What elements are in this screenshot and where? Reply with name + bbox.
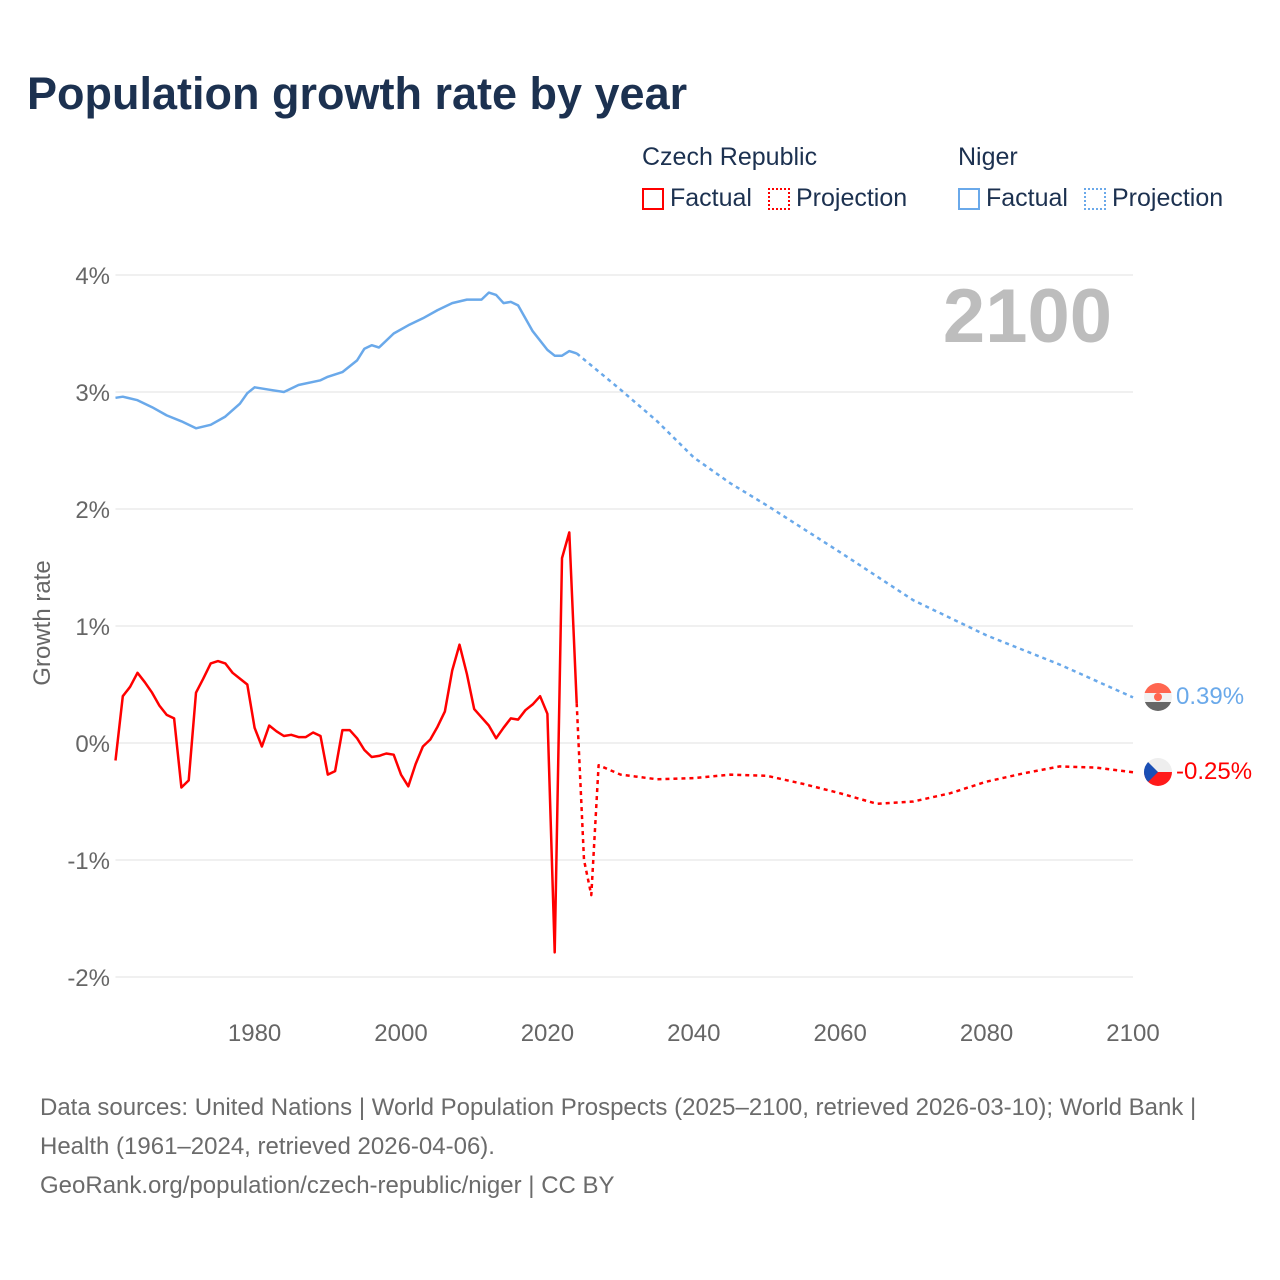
series-line-czech-republic-factual <box>114 531 578 954</box>
y-tick-label: 3% <box>75 380 110 407</box>
y-tick-label: 0% <box>75 731 110 758</box>
x-tick-label: 2020 <box>521 1020 574 1047</box>
x-tick-label: 1980 <box>228 1020 281 1047</box>
x-tick-label: 2080 <box>960 1020 1013 1047</box>
series-line-niger-factual <box>115 291 578 430</box>
x-tick-label: 2000 <box>374 1020 427 1047</box>
legend-czech-projection[interactable]: Projection <box>767 184 908 213</box>
czech-flag-icon <box>1144 758 1172 786</box>
dotted-swatch-icon <box>1083 187 1106 210</box>
legend-niger-projection[interactable]: Projection <box>1083 184 1224 213</box>
y-tick-label: -1% <box>67 848 110 875</box>
y-tick-label: -2% <box>67 965 110 992</box>
y-axis-label: Growth rate <box>29 560 56 685</box>
dotted-swatch-icon <box>767 187 790 210</box>
y-tick-label: 2% <box>75 497 110 524</box>
footer: Data sources: United Nations | World Pop… <box>40 1088 1240 1205</box>
legend-group-title: Czech Republic <box>642 143 818 171</box>
y-tick-label: 4% <box>75 263 110 290</box>
x-tick-label: 2100 <box>1106 1020 1159 1047</box>
year-watermark: 2100 <box>943 274 1112 359</box>
legend-niger-factual[interactable]: Factual <box>958 184 1068 213</box>
legend-czech-republic: Czech Republic Factual Projection <box>642 143 907 213</box>
x-tick-label: 2060 <box>813 1020 866 1047</box>
series-line-niger-projection <box>575 352 1134 699</box>
legend-label: Factual <box>986 184 1068 212</box>
solid-swatch-icon <box>958 187 980 210</box>
attribution-link[interactable]: GeoRank.org/population/czech-republic/ni… <box>40 1172 615 1199</box>
niger-end-label: 0.39% <box>1176 683 1244 710</box>
chart-title: Population growth rate by year <box>27 68 688 119</box>
legend-niger: Niger Factual Projection <box>958 143 1223 213</box>
legend-label: Projection <box>1111 184 1224 212</box>
niger-flag-icon <box>1144 683 1172 711</box>
legend-label: Projection <box>795 184 908 212</box>
legend-label: Factual <box>670 184 752 212</box>
czech-end-label: -0.25% <box>1176 758 1252 785</box>
x-tick-label: 2040 <box>667 1020 720 1047</box>
data-sources: Data sources: United Nations | World Pop… <box>40 1094 1197 1160</box>
legend-group-title: Niger <box>958 143 1018 171</box>
legend-czech-factual[interactable]: Factual <box>642 184 752 213</box>
series-line-czech-republic-projection <box>575 703 1134 897</box>
solid-swatch-icon <box>642 187 664 210</box>
y-tick-label: 1% <box>75 614 110 641</box>
